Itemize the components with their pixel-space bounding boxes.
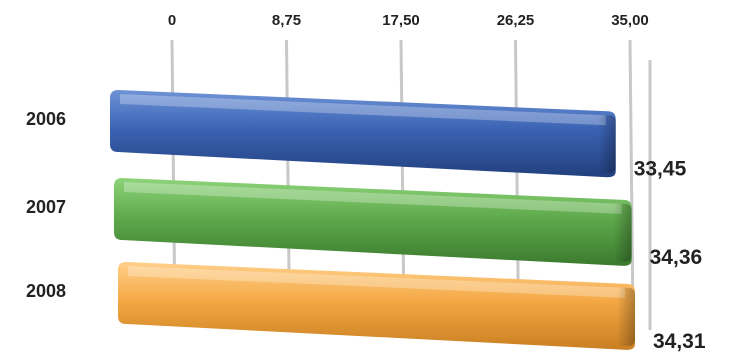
data-label: 34,31 — [653, 330, 706, 353]
bar-end-cap — [616, 287, 635, 346]
gridline — [399, 39, 406, 321]
data-label: 33,45 — [634, 157, 687, 180]
tick-label: 26,25 — [497, 12, 535, 29]
category-label: 2006 — [26, 109, 66, 129]
category-label: 2007 — [26, 197, 66, 217]
data-labels: 33,45 34,36 34,31 — [634, 157, 706, 353]
tick-label: 35,00 — [611, 12, 649, 29]
bar-highlight — [124, 182, 622, 214]
y-axis-categories: 2006 2007 2008 — [26, 109, 66, 301]
tick-label: 17,50 — [382, 12, 420, 29]
bars — [110, 90, 635, 350]
category-label: 2008 — [26, 281, 66, 301]
bar — [110, 90, 616, 178]
bar — [114, 178, 632, 266]
gridline — [628, 39, 635, 321]
tick-label: 8,75 — [272, 12, 301, 29]
bar-end-cap — [597, 115, 616, 174]
gridline — [514, 39, 520, 321]
x-axis-ticks: 0 8,75 17,50 26,25 35,00 — [168, 12, 649, 29]
bar-highlight — [128, 266, 625, 298]
data-label: 34,36 — [650, 246, 703, 269]
bar-highlight — [120, 94, 606, 126]
bar — [118, 262, 635, 350]
bar-end-cap — [613, 203, 632, 262]
tick-label: 0 — [168, 12, 176, 29]
